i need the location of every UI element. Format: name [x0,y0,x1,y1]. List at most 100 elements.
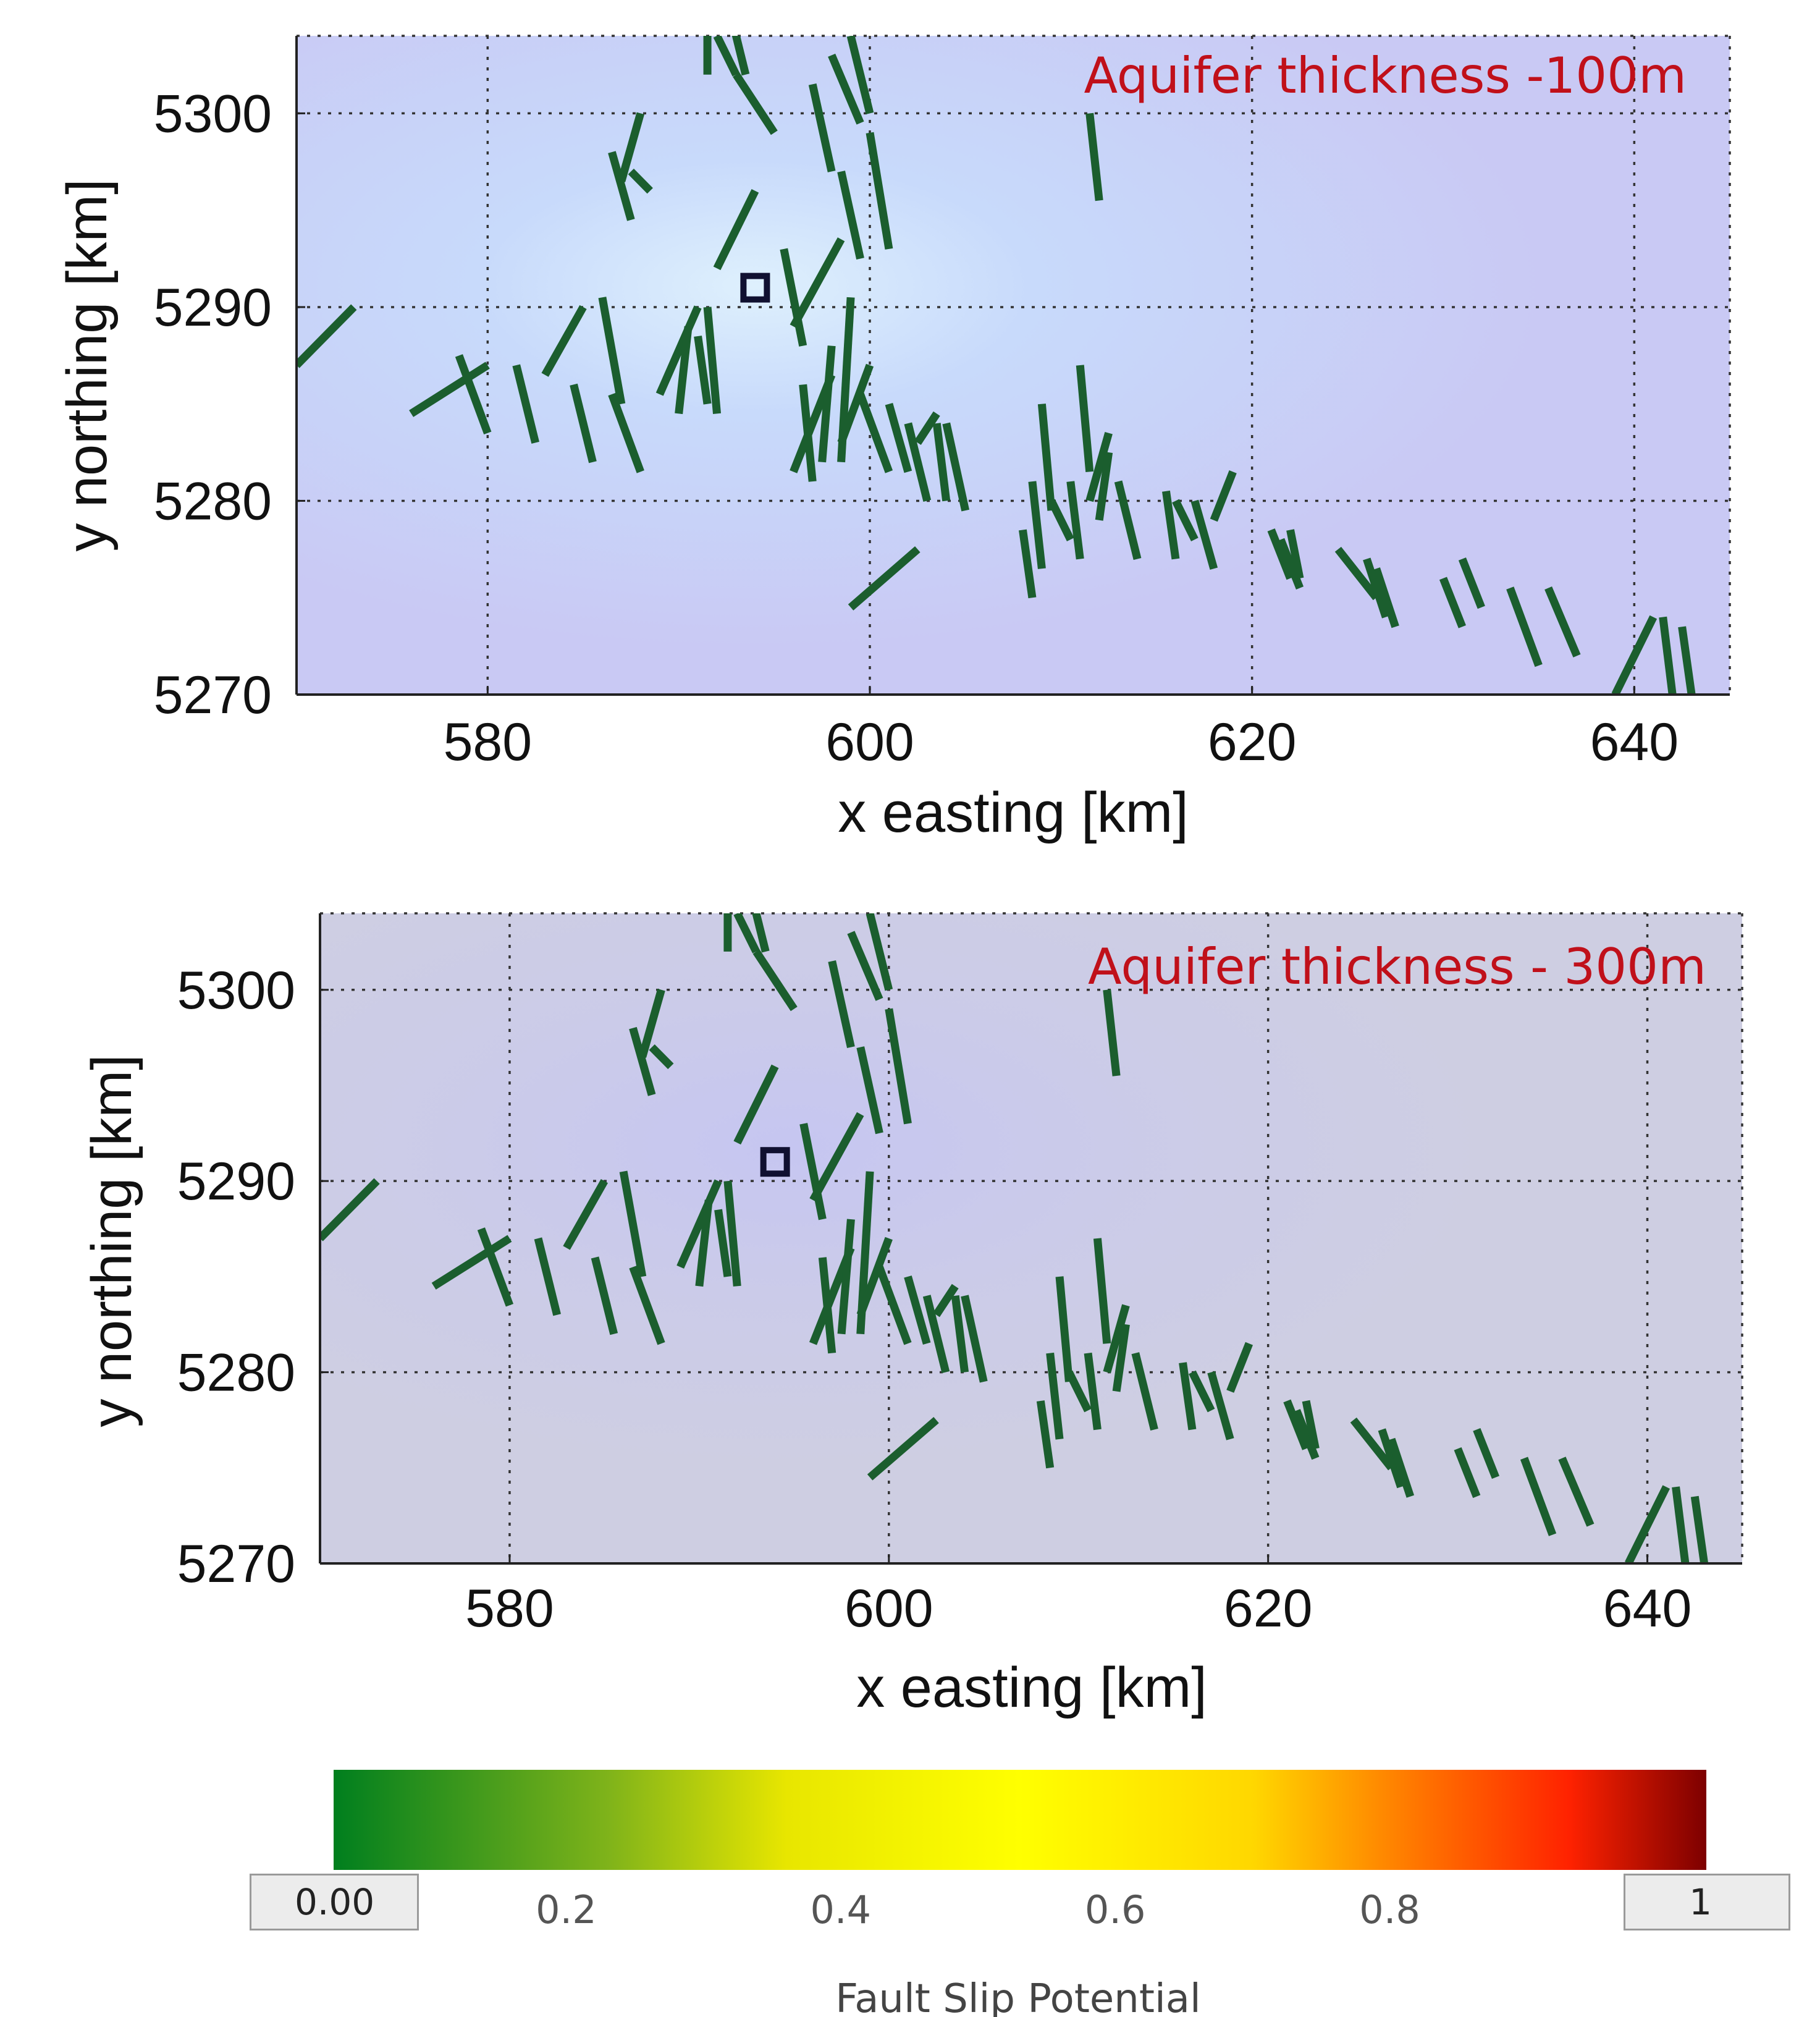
y-tick-label: 5300 [177,961,295,1020]
fault-line [628,168,653,194]
fault-line [1672,1486,1690,1563]
fault-line [714,1209,732,1277]
fault-line [409,362,490,417]
colorbar-max-input[interactable]: 1 [1624,1874,1790,1930]
fault-line [942,422,970,512]
fault-line [608,151,635,221]
fault-line [320,1178,380,1241]
fault-line [731,36,750,76]
fault-line [780,248,807,347]
fault-line [733,913,760,954]
fault-line [828,53,864,125]
fault-line [1085,112,1103,201]
y-tick-labels: 5270 5280 5290 5300 [177,961,329,1594]
colorbar-gradient [334,1770,1706,1870]
fault-line [1114,480,1142,560]
fault-line [1019,529,1037,599]
x-axis-label: x easting [km] [856,1656,1207,1719]
fault-line [837,1219,855,1335]
fault-line [1544,586,1581,658]
fault-line [1388,1437,1415,1498]
x-axis-label: x easting [km] [838,781,1189,844]
x-tick-labels: 580 600 620 640 [444,686,1679,772]
fault-line [1095,452,1113,521]
fault-line [1506,586,1543,667]
x-tick-label: 620 [1208,713,1297,772]
x-tick-label: 620 [1224,1579,1313,1638]
y-tick-label: 5270 [177,1534,295,1594]
colorbar-min-input[interactable]: 0.00 [250,1874,419,1930]
fault-lines [320,913,1709,1563]
fault-line [847,931,883,1001]
fault-line [638,988,665,1058]
fault-line [591,1256,618,1335]
colorbar-min-value: 0.00 [295,1881,375,1923]
fault-line [1103,1304,1130,1374]
fault-lines [297,36,1696,695]
plot-background [320,913,1742,1563]
fault-line [1048,499,1074,542]
fault-line [1131,1352,1158,1431]
y-axis-label: y northing [km] [56,179,119,551]
fault-line [1283,1399,1310,1450]
fault-line [675,326,693,415]
fault-line [1611,615,1658,695]
fault-line [1302,1400,1320,1450]
fault-line [1046,1352,1064,1440]
fault-line [828,960,855,1048]
colorbar-tick-label: 0.2 [536,1887,597,1932]
fault-line [1112,1324,1130,1392]
fault-line [875,1266,912,1345]
fault-line [885,1008,912,1125]
fault-line [1690,1495,1709,1563]
fault-line [933,1283,959,1317]
fault-line [1076,365,1094,473]
y-tick-label: 5300 [154,84,272,143]
fault-line [1334,546,1380,601]
fault-line [1350,1417,1395,1471]
x-tick-label: 640 [1603,1579,1692,1638]
fault-line [1625,1485,1670,1563]
fault-line [723,1180,741,1287]
fault-line [676,1179,722,1269]
fault-line [619,1170,647,1278]
fault-line [904,422,932,502]
fault-line [713,36,740,77]
fault-line [848,546,921,611]
fault-line [856,1237,893,1317]
fault-line [866,913,893,991]
fault-line [885,402,912,473]
fault-line [477,1227,514,1307]
fault-line [1172,499,1199,542]
fault-line [1207,1371,1234,1440]
x-tick-label: 600 [845,1579,933,1638]
fault-line [846,36,874,114]
fault-line [932,423,951,502]
fault-line [617,112,645,182]
fault-line [694,336,712,405]
fault-line [818,345,836,463]
fault-line [904,1275,931,1345]
y-tick-labels: 5270 5280 5290 5300 [154,84,305,725]
fault-line [1659,616,1677,695]
fault-line [1190,499,1218,570]
fault-line [856,392,893,473]
fault-line [1189,1370,1215,1413]
chart-panel-bottom: 580 600 620 640 5270 5280 5290 5300 x easting … [80,912,1743,1719]
fault-line [1678,626,1696,695]
fault-line [799,1123,827,1220]
fault-line [649,1044,674,1070]
fault-line [922,1295,950,1374]
fault-line [1179,1362,1197,1431]
colorbar-tick-label: 0.4 [810,1887,871,1932]
x-tick-label: 640 [1590,713,1679,772]
fault-line [455,354,492,434]
fault-line [1162,490,1180,560]
fault-line [598,297,626,405]
x-tick-label: 580 [444,713,533,772]
colorbar-tick-labels: 0.2 0.4 0.6 0.8 [536,1887,1420,1932]
y-tick-label: 5280 [177,1343,295,1403]
fault-line [608,392,644,473]
fault-line [1028,481,1046,569]
x-tick-label: 600 [825,713,914,772]
